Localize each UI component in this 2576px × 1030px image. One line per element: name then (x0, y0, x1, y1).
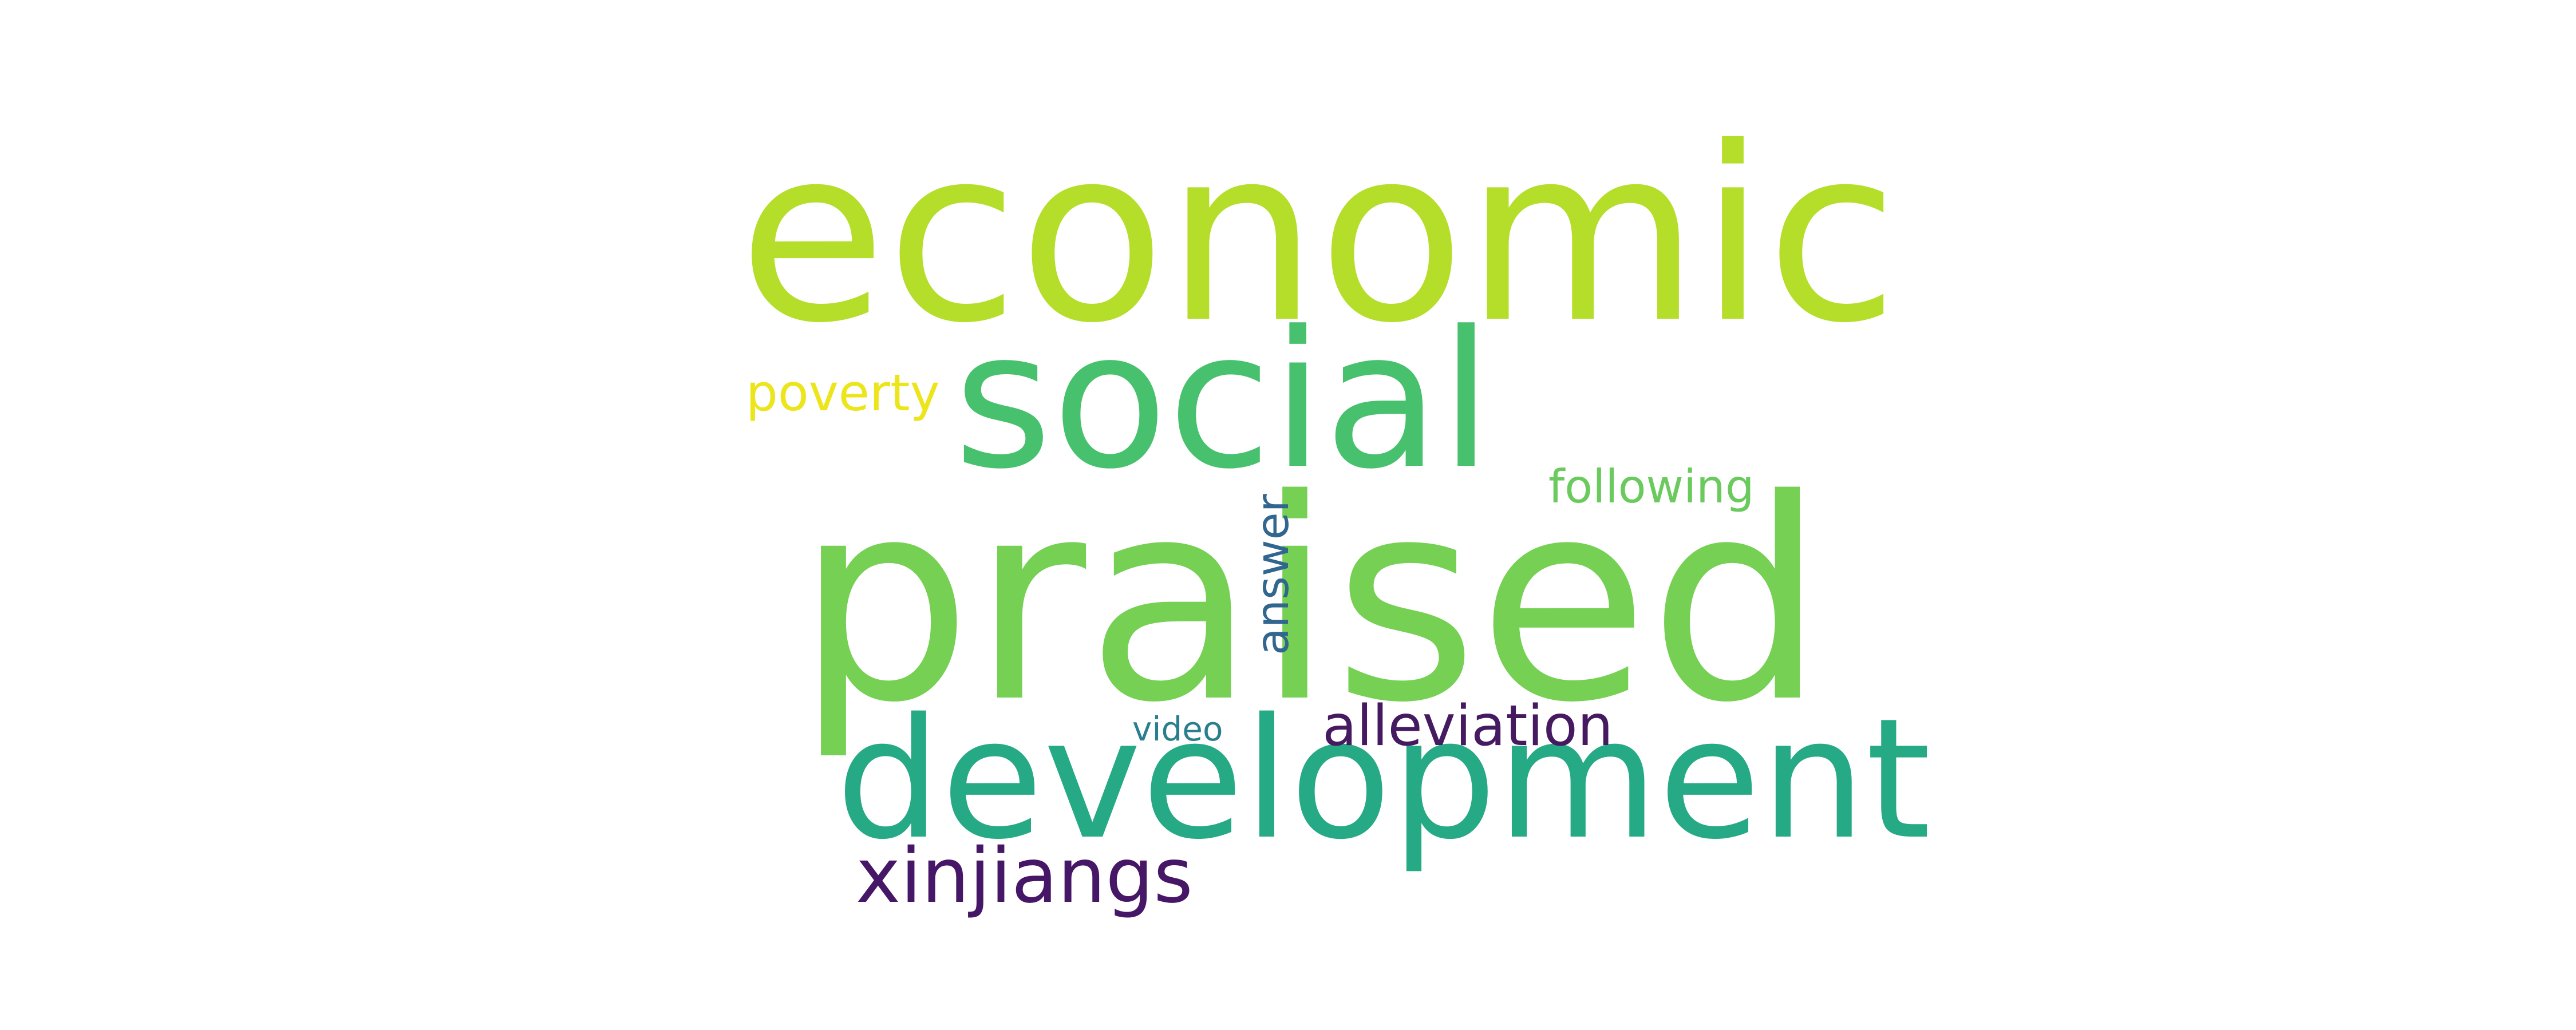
word-development: development (836, 683, 1931, 876)
word-social: social (954, 291, 1492, 510)
word-praised: praised (796, 441, 1826, 763)
word-alleviation: alleviation (1322, 694, 1613, 759)
word-video: video (1132, 710, 1223, 748)
word-economic: economic (738, 96, 1899, 376)
word-answer: answer (1247, 494, 1299, 655)
word-following: following (1548, 460, 1755, 513)
word-xinjiangs: xinjiangs (856, 832, 1193, 920)
word-poverty: poverty (746, 363, 940, 422)
